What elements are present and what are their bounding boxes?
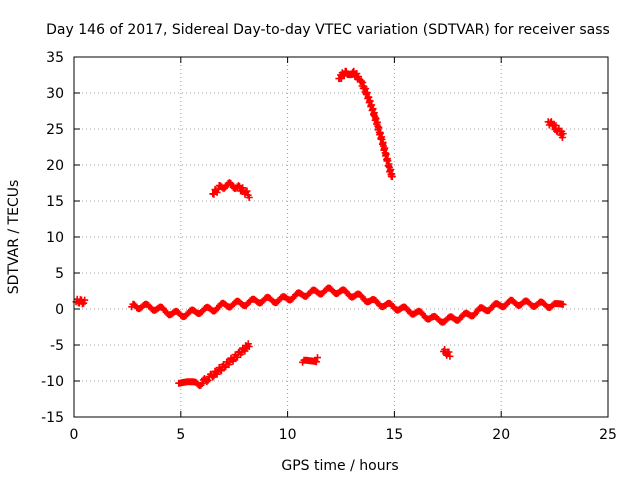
x-tick-label: 25 (599, 427, 617, 443)
y-tick-label: -15 (41, 410, 64, 426)
y-tick-label: 15 (46, 194, 64, 210)
chart-title: Day 146 of 2017, Sidereal Day-to-day VTE… (46, 22, 610, 38)
y-tick-label: 0 (55, 302, 64, 318)
x-tick-label: 20 (492, 427, 510, 443)
y-tick-label: 30 (46, 86, 64, 102)
x-tick-label: 0 (70, 427, 79, 443)
x-tick-label: 15 (385, 427, 403, 443)
y-tick-label: 10 (46, 230, 64, 246)
data-points-segment-6 (335, 67, 396, 181)
data-points-segment-8 (544, 118, 567, 141)
data-points-segment-5 (299, 354, 321, 366)
data-markers (72, 67, 567, 390)
x-tick-label: 5 (176, 427, 185, 443)
data-points-segment-1 (72, 295, 89, 308)
series-segment-5 (299, 354, 321, 366)
y-tick-label: 25 (46, 122, 64, 138)
series-segment-8 (544, 118, 567, 141)
y-tick-label: 35 (46, 50, 64, 66)
x-axis-label: GPS time / hours (281, 458, 398, 474)
data-points-segment-3 (175, 340, 253, 390)
axis-ticks: 0 5 10 15 20 25 -15 -10 -5 0 5 10 15 20 25 30 35 (41, 50, 617, 443)
series-segment-3 (175, 340, 253, 390)
y-tick-label: 5 (55, 266, 64, 282)
series-segment-2 (128, 284, 567, 326)
y-tick-label: -5 (50, 338, 64, 354)
series-segment-4 (209, 179, 253, 201)
y-axis-label: SDTVAR / TECUs (6, 180, 22, 295)
data-points-segment-2 (128, 284, 567, 326)
series-segment-1 (72, 295, 89, 308)
y-tick-label: -10 (41, 374, 64, 390)
series-segment-7 (440, 346, 454, 360)
y-tick-label: 20 (46, 158, 64, 174)
series-segment-6 (335, 67, 396, 181)
data-points-segment-7 (440, 346, 454, 360)
x-tick-label: 10 (279, 427, 297, 443)
data-points-segment-4 (209, 179, 253, 201)
